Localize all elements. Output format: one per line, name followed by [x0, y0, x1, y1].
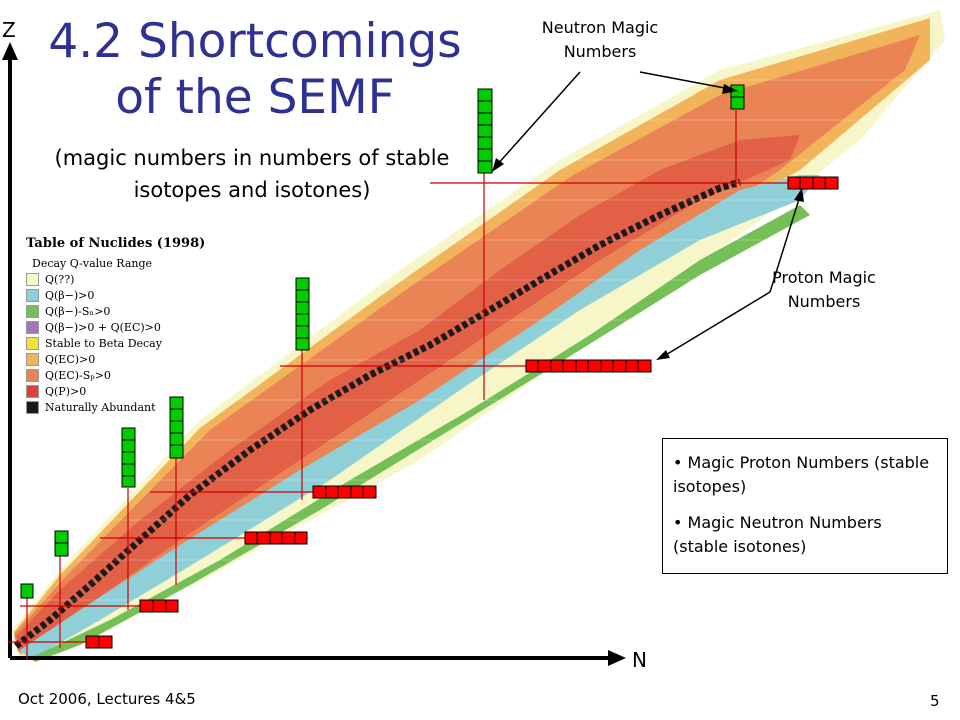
neutron-marker	[169, 396, 184, 459]
legend-swatch	[26, 368, 39, 382]
legend-item: Q(β−)-Sₙ>0	[26, 304, 246, 320]
stability-valley	[13, 178, 742, 649]
band-beta	[20, 175, 820, 660]
legend-swatch	[26, 400, 39, 414]
proton-arrow-down	[663, 291, 771, 357]
proton-marker	[312, 485, 377, 499]
legend-item: Q(EC)>0	[26, 351, 246, 367]
legend-label: Q(β−)>0 + Q(EC)>0	[45, 321, 161, 335]
legend-swatch	[26, 352, 39, 366]
y-axis-label: Z	[2, 18, 16, 42]
legend-item: Stable to Beta Decay	[26, 336, 246, 352]
page-number: 5	[930, 692, 940, 710]
proton-arrow-up	[769, 195, 801, 293]
legend-item: Q(β−)>0 + Q(EC)>0	[26, 320, 246, 336]
axes	[2, 42, 626, 666]
legend-label: Q(P)>0	[45, 384, 87, 398]
neutron-arrow-left	[495, 71, 581, 167]
legend-label: Q(β−)>0	[45, 289, 95, 303]
neutron-marker	[477, 88, 493, 174]
y-axis-arrow	[2, 42, 18, 60]
proton-magic-callout: Proton Magic Numbers	[772, 268, 876, 311]
legend-item: Q(EC)-Sₚ>0	[26, 367, 246, 383]
callout-arrows	[492, 71, 804, 360]
legend-swatch	[26, 305, 39, 319]
neutron-marker-dividers	[55, 96, 744, 544]
info-item-proton: Magic Proton Numbers (stable isotopes)	[673, 451, 937, 499]
legend-label: Q(??)	[45, 273, 75, 287]
legend-swatch	[26, 384, 39, 398]
proton-marker-dividers	[98, 177, 826, 648]
legend-item: Q(β−)>0	[26, 288, 246, 304]
legend-label: Q(EC)-Sₚ>0	[45, 368, 111, 382]
legend-subtitle: Decay Q-value Range	[32, 257, 153, 270]
legend-item: Q(P)>0	[26, 383, 246, 399]
legend-swatch	[26, 273, 39, 287]
neutron-marker	[121, 427, 136, 488]
proton-marker	[244, 531, 308, 545]
legend-swatch	[26, 337, 39, 350]
info-item-neutron: Magic Neutron Numbers (stable isotones)	[673, 511, 937, 559]
band-beta-sn	[30, 205, 810, 662]
magic-numbers-info-box: Magic Proton Numbers (stable isotopes) M…	[662, 438, 948, 574]
footer-lecture: Oct 2006, Lectures 4&5	[18, 690, 196, 708]
slide-subtitle: (magic numbers in numbers of stable isot…	[54, 146, 450, 202]
legend-title: Table of Nuclides (1998)	[26, 236, 206, 251]
title-line-2: of the SEMF	[115, 70, 395, 125]
legend-swatch	[26, 321, 39, 335]
legend-rows: Q(??) Q(β−)>0 Q(β−)-Sₙ>0 Q(β−)>0 + Q(EC)>0 S…	[26, 272, 246, 415]
neutron-marker	[20, 583, 34, 599]
band-p	[16, 135, 800, 652]
legend-item: Q(??)	[26, 272, 246, 288]
x-axis-label: N	[632, 648, 647, 672]
info-list: Magic Proton Numbers (stable isotopes) M…	[673, 451, 937, 559]
legend-label: Q(β−)-Sₙ>0	[45, 305, 111, 319]
proton-marker	[139, 599, 179, 613]
neutron-arrow-right	[639, 71, 731, 90]
legend-swatch	[26, 289, 39, 303]
legend-item: Naturally Abundant	[26, 399, 246, 415]
nuclide-legend: Table of Nuclides (1998) Decay Q-value R…	[26, 236, 246, 415]
x-axis-arrow	[608, 650, 626, 666]
legend-label: Q(EC)>0	[45, 352, 96, 366]
neutron-magic-markers	[20, 84, 745, 599]
neutron-magic-callout: Neutron Magic Numbers	[541, 18, 659, 61]
legend-label: Naturally Abundant	[45, 400, 156, 414]
title-line-1: 4.2 Shortcomings	[48, 14, 462, 69]
slide-title: 4.2 Shortcomings of the SEMF	[30, 14, 480, 126]
legend-label: Stable to Beta Decay	[45, 337, 162, 350]
